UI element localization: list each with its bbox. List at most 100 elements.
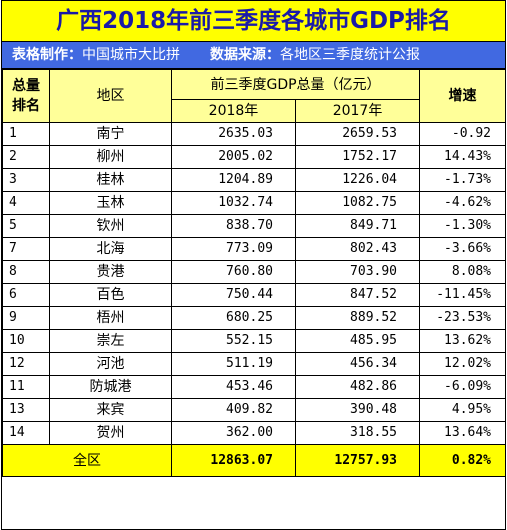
rank-cell: 1 [2,122,50,146]
region-cell: 贵港 [49,260,172,284]
table-row: 11 防城港 453.46 482.86 -6.09% [2,375,507,399]
growth-cell: 14.43% [419,145,507,169]
gdp-2017-cell: 482.86 [294,375,421,399]
table-row: 8 贵港 760.80 703.90 8.08% [2,260,507,284]
gdp-2018-cell: 838.70 [171,214,296,238]
gdp-2017-cell: 456.34 [294,352,421,376]
gdp-2017-cell: 802.43 [294,237,421,261]
rank-cell: 3 [2,168,50,192]
table-row: 7 北海 773.09 802.43 -3.66% [2,237,507,261]
total-growth: 0.82% [419,444,507,477]
rank-cell: 13 [2,398,50,422]
header-rank: 总量排名 [2,69,50,123]
growth-cell: -23.53% [419,306,507,330]
gdp-2018-cell: 409.82 [171,398,296,422]
gdp-2017-cell: 1082.75 [294,191,421,215]
growth-cell: -0.92 [419,122,507,146]
gdp-2017-cell: 390.48 [294,398,421,422]
header-2018: 2018年 [171,99,296,123]
gdp-2018-cell: 2005.02 [171,145,296,169]
total-2017: 12757.93 [294,444,421,477]
rank-cell: 11 [2,375,50,399]
gdp-2018-cell: 1032.74 [171,191,296,215]
gdp-2017-cell: 847.52 [294,283,421,307]
table-row: 1 南宁 2635.03 2659.53 -0.92 [2,122,507,146]
gdp-table: 总量排名 地区 前三季度GDP总量（亿元） 增速 2018年 2017年 1 南宁… [2,69,507,477]
region-cell: 河池 [49,352,172,376]
rank-cell: 12 [2,352,50,376]
total-label: 全区 [2,444,172,477]
total-row: 全区 12863.07 12757.93 0.82% [2,444,507,477]
gdp-2018-cell: 750.44 [171,283,296,307]
growth-cell: 4.95% [419,398,507,422]
data-source-value: 各地区三季度统计公报 [280,47,420,63]
total-2018: 12863.07 [171,444,296,477]
gdp-2018-cell: 760.80 [171,260,296,284]
header-growth: 增速 [419,69,507,123]
rank-cell: 6 [2,283,50,307]
region-cell: 百色 [49,283,172,307]
growth-cell: -3.66% [419,237,507,261]
table-row: 3 桂林 1204.89 1226.04 -1.73% [2,168,507,192]
table-row: 10 崇左 552.15 485.95 13.62% [2,329,507,353]
region-cell: 南宁 [49,122,172,146]
rank-cell: 14 [2,421,50,445]
gdp-2018-cell: 773.09 [171,237,296,261]
table-row: 13 来宾 409.82 390.48 4.95% [2,398,507,422]
table-row: 5 钦州 838.70 849.71 -1.30% [2,214,507,238]
gdp-2018-cell: 362.00 [171,421,296,445]
table-row: 4 玉林 1032.74 1082.75 -4.62% [2,191,507,215]
gdp-2017-cell: 849.71 [294,214,421,238]
gdp-2017-cell: 889.52 [294,306,421,330]
gdp-2018-cell: 552.15 [171,329,296,353]
gdp-2017-cell: 2659.53 [294,122,421,146]
rank-cell: 7 [2,237,50,261]
gdp-2018-cell: 1204.89 [171,168,296,192]
rank-cell: 8 [2,260,50,284]
rank-cell: 2 [2,145,50,169]
source-bar: 表格制作：中国城市大比拼 数据来源：各地区三季度统计公报 [2,42,505,69]
header-region: 地区 [49,69,172,123]
region-cell: 北海 [49,237,172,261]
growth-cell: -1.73% [419,168,507,192]
region-cell: 来宾 [49,398,172,422]
rank-cell: 10 [2,329,50,353]
gdp-2017-cell: 318.55 [294,421,421,445]
table-row: 9 梧州 680.25 889.52 -23.53% [2,306,507,330]
gdp-2017-cell: 703.90 [294,260,421,284]
rank-cell: 4 [2,191,50,215]
maker-value: 中国城市大比拼 [82,47,180,63]
header-2017: 2017年 [294,99,421,123]
gdp-2018-cell: 680.25 [171,306,296,330]
table-row: 6 百色 750.44 847.52 -11.45% [2,283,507,307]
table-row: 14 贺州 362.00 318.55 13.64% [2,421,507,445]
growth-cell: 13.64% [419,421,507,445]
gdp-2017-cell: 1752.17 [294,145,421,169]
region-cell: 防城港 [49,375,172,399]
region-cell: 桂林 [49,168,172,192]
gdp-2018-cell: 511.19 [171,352,296,376]
growth-cell: 8.08% [419,260,507,284]
rank-cell: 5 [2,214,50,238]
gdp-2017-cell: 485.95 [294,329,421,353]
gdp-2018-cell: 453.46 [171,375,296,399]
header-gdp-group: 前三季度GDP总量（亿元） [170,69,421,100]
table-row: 12 河池 511.19 456.34 12.02% [2,352,507,376]
region-cell: 梧州 [49,306,172,330]
growth-cell: -1.30% [419,214,507,238]
region-cell: 柳州 [49,145,172,169]
growth-cell: -6.09% [419,375,507,399]
region-cell: 玉林 [49,191,172,215]
growth-cell: 13.62% [419,329,507,353]
gdp-2017-cell: 1226.04 [294,168,421,192]
region-cell: 贺州 [49,421,172,445]
gdp-2018-cell: 2635.03 [171,122,296,146]
rank-cell: 9 [2,306,50,330]
table-row: 2 柳州 2005.02 1752.17 14.43% [2,145,507,169]
growth-cell: -4.62% [419,191,507,215]
region-cell: 崇左 [49,329,172,353]
growth-cell: -11.45% [419,283,507,307]
maker-label: 表格制作： [12,47,82,63]
data-source-label: 数据来源： [210,47,280,63]
